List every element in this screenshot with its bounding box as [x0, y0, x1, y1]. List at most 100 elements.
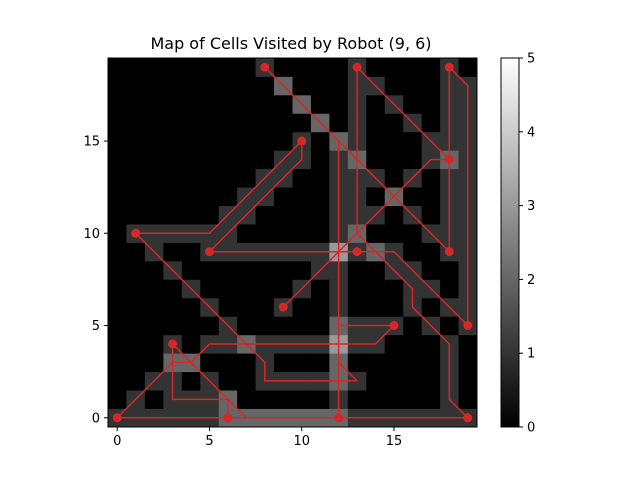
- heatmap-cell: [163, 76, 183, 96]
- heatmap-cell: [347, 353, 367, 373]
- heatmap-cell: [200, 205, 220, 225]
- heatmap-cell: [329, 94, 349, 114]
- heatmap-cell: [310, 205, 330, 225]
- x-tick-label: 0: [113, 434, 121, 449]
- heatmap-cell: [144, 113, 164, 133]
- heatmap-cell: [200, 131, 220, 151]
- heatmap-cell: [181, 334, 201, 354]
- robot-marker: [389, 321, 399, 331]
- heatmap-cell: [200, 58, 220, 77]
- x-tick-label: 15: [386, 434, 403, 449]
- heatmap-cell: [200, 76, 220, 96]
- heatmap-cell: [218, 279, 238, 299]
- heatmap-cell: [403, 131, 423, 151]
- heatmap-cell: [218, 113, 238, 133]
- heatmap-cell: [310, 390, 330, 409]
- heatmap-cell: [310, 353, 330, 373]
- heatmap-cell: [200, 260, 220, 280]
- heatmap-cell: [218, 187, 238, 206]
- heatmap-cell: [421, 94, 441, 114]
- heatmap-cell: [403, 390, 423, 409]
- heatmap-cell: [421, 260, 441, 280]
- heatmap-cell: [144, 76, 164, 96]
- heatmap-cell: [421, 390, 441, 409]
- heatmap-cell: [384, 168, 404, 188]
- heatmap-cell: [403, 76, 423, 96]
- heatmap-cell: [403, 334, 423, 354]
- plot-frame: [107, 57, 478, 428]
- colorbar-tick-label: 5: [527, 52, 535, 67]
- heatmap-cell: [366, 131, 386, 151]
- heatmap-cell: [292, 260, 312, 280]
- heatmap-cell: [144, 316, 164, 336]
- heatmap-cell: [274, 113, 293, 133]
- robot-marker: [352, 62, 362, 72]
- heatmap-cell: [458, 371, 478, 391]
- heatmap-cell: [274, 131, 293, 151]
- heatmap-cell: [403, 242, 423, 262]
- heatmap-cell: [292, 205, 312, 225]
- robot-marker: [297, 136, 307, 146]
- heatmap-cell: [218, 371, 238, 391]
- heatmap-cell: [274, 205, 293, 225]
- heatmap-cell: [181, 297, 201, 317]
- robot-marker: [204, 247, 214, 257]
- heatmap-cell: [366, 390, 386, 409]
- robot-marker: [444, 154, 454, 164]
- heatmap-cell: [421, 58, 441, 77]
- heatmap-cell: [274, 58, 293, 77]
- heatmap-cell: [366, 187, 386, 206]
- heatmap-cell: [200, 113, 220, 133]
- heatmap-cell: [181, 168, 201, 188]
- heatmap-cell: [384, 334, 404, 354]
- heatmap-cell: [347, 279, 367, 299]
- heatmap-cell: [255, 113, 275, 133]
- heatmap-cell: [458, 334, 478, 354]
- robot-marker: [334, 413, 344, 423]
- heatmap-cell: [421, 205, 441, 225]
- chart-title: Map of Cells Visited by Robot (9, 6): [150, 34, 431, 53]
- heatmap-cell: [440, 279, 459, 299]
- heatmap-cell: [310, 76, 330, 96]
- colorbar-tick-label: 3: [527, 199, 535, 214]
- heatmap-cell: [421, 168, 441, 188]
- robot-marker: [463, 321, 473, 331]
- heatmap-cell: [181, 113, 201, 133]
- heatmap-cell: [310, 131, 330, 151]
- heatmap-cell: [144, 131, 164, 151]
- heatmap-cell: [292, 76, 312, 96]
- heatmap-cell: [366, 371, 386, 391]
- heatmap-cell: [218, 150, 238, 170]
- heatmap-cell: [144, 150, 164, 170]
- colorbar-tick-label: 2: [527, 273, 535, 288]
- robot-marker: [112, 413, 122, 423]
- heatmap-cell: [108, 131, 127, 151]
- heatmap-cell: [310, 297, 330, 317]
- heatmap-cell: [237, 353, 256, 373]
- heatmap-cell: [126, 58, 146, 77]
- x-tick-label: 10: [293, 434, 310, 449]
- robot-marker: [463, 413, 473, 423]
- heatmap-cell: [274, 224, 293, 243]
- heatmap-cell: [403, 150, 423, 170]
- heatmap-cell: [126, 187, 146, 206]
- heatmap-cell: [181, 187, 201, 206]
- heatmap-cell: [292, 168, 312, 188]
- heatmap-cell: [366, 297, 386, 317]
- heatmap-cell: [126, 279, 146, 299]
- heatmap-cell: [255, 205, 275, 225]
- heatmap-cell: [126, 94, 146, 114]
- heatmap-cell: [108, 94, 127, 114]
- heatmap-cell: [237, 260, 256, 280]
- heatmap-cell: [144, 58, 164, 77]
- heatmap-cell: [200, 353, 220, 373]
- heatmap-cell: [237, 113, 256, 133]
- heatmap-cell: [108, 390, 127, 409]
- heatmap-cell: [163, 279, 183, 299]
- colorbar: [500, 57, 520, 428]
- robot-path: [116, 66, 469, 419]
- heatmap-cell: [458, 353, 478, 373]
- heatmap-cell: [181, 316, 201, 336]
- heatmap-cell: [237, 279, 256, 299]
